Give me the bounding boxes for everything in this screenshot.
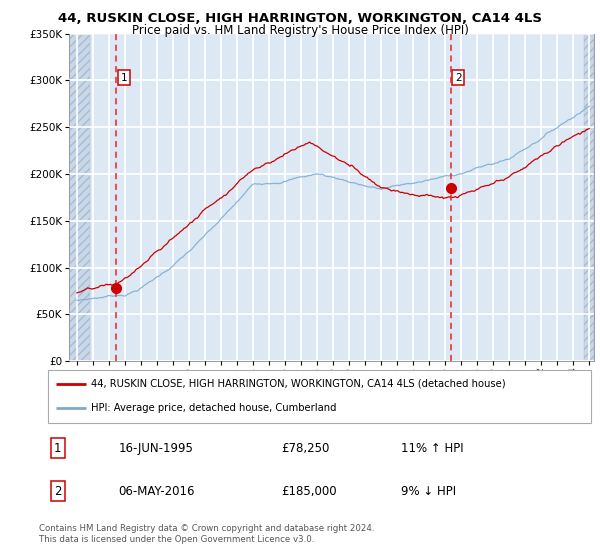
Text: 1: 1	[54, 442, 62, 455]
Bar	[69, 34, 90, 361]
Text: 9% ↓ HPI: 9% ↓ HPI	[401, 484, 456, 498]
Text: £78,250: £78,250	[281, 442, 330, 455]
Text: 2: 2	[54, 484, 62, 498]
Text: £185,000: £185,000	[281, 484, 337, 498]
Text: 44, RUSKIN CLOSE, HIGH HARRINGTON, WORKINGTON, CA14 4LS (detached house): 44, RUSKIN CLOSE, HIGH HARRINGTON, WORKI…	[91, 379, 506, 389]
Text: 44, RUSKIN CLOSE, HIGH HARRINGTON, WORKINGTON, CA14 4LS: 44, RUSKIN CLOSE, HIGH HARRINGTON, WORKI…	[58, 12, 542, 25]
Text: This data is licensed under the Open Government Licence v3.0.: This data is licensed under the Open Gov…	[39, 535, 314, 544]
Text: 2: 2	[455, 73, 461, 83]
Bar	[69, 34, 90, 361]
Bar	[584, 34, 594, 361]
Text: 1: 1	[121, 73, 127, 83]
Text: HPI: Average price, detached house, Cumberland: HPI: Average price, detached house, Cumb…	[91, 403, 337, 413]
Text: 11% ↑ HPI: 11% ↑ HPI	[401, 442, 464, 455]
Text: Contains HM Land Registry data © Crown copyright and database right 2024.: Contains HM Land Registry data © Crown c…	[39, 524, 374, 533]
Text: 06-MAY-2016: 06-MAY-2016	[119, 484, 195, 498]
FancyBboxPatch shape	[48, 370, 591, 423]
Text: 16-JUN-1995: 16-JUN-1995	[119, 442, 193, 455]
Bar	[584, 34, 594, 361]
Text: Price paid vs. HM Land Registry's House Price Index (HPI): Price paid vs. HM Land Registry's House …	[131, 24, 469, 37]
